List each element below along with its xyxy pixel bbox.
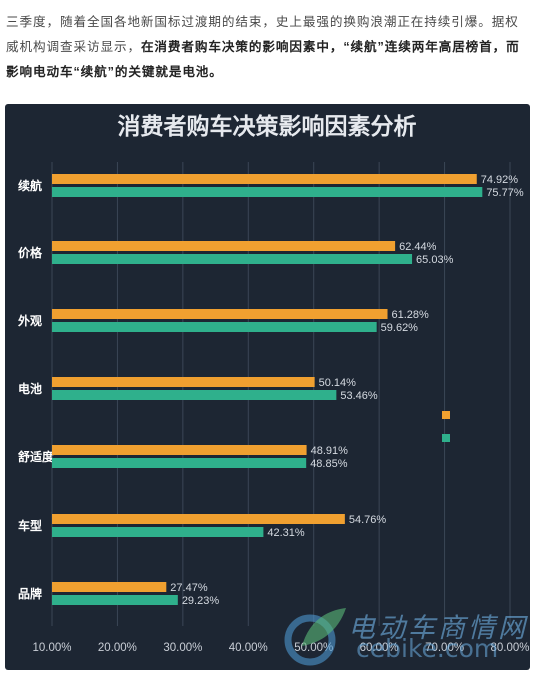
value-label: 50.14% (319, 377, 357, 389)
bar (52, 254, 413, 264)
bar (52, 322, 377, 332)
category-label: 品牌 (18, 586, 42, 601)
article-paragraph-intro: 三季度，随着全国各地新国标过渡期的结束，史上最强的换购浪潮正在持续引爆。据权威机… (6, 15, 519, 54)
value-label: 48.91% (311, 445, 349, 457)
value-label: 29.23% (182, 595, 220, 607)
value-label: 48.85% (310, 458, 348, 470)
value-label: 54.76% (349, 514, 387, 526)
x-tick-label: 30.00% (163, 642, 202, 654)
bar-chart: 消费者购车决策影响因素分析 10.00% 20.00% 30.00% 40.00% 50.… (17, 113, 530, 654)
legend-marker (442, 411, 450, 419)
category-label: 续航 (18, 178, 42, 193)
bar (52, 187, 483, 197)
article-text: 三季度，随着全国各地新国标过渡期的结束，史上最强的换购浪潮正在持续引爆。据权威机… (6, 10, 528, 85)
value-label: 74.92% (481, 174, 519, 186)
watermark-english: cebike.com (356, 634, 499, 663)
value-label: 75.77% (486, 187, 524, 199)
value-label: 65.03% (416, 254, 454, 266)
bar (52, 241, 396, 251)
x-tick-label: 20.00% (98, 642, 137, 654)
value-label: 27.47% (170, 582, 208, 594)
x-tick-label: 60.00% (360, 642, 399, 654)
x-tick-label: 10.00% (32, 642, 71, 654)
bar (52, 514, 345, 524)
x-tick-label: 70.00% (425, 642, 464, 654)
category-label: 舒适度 (17, 449, 55, 464)
bar (52, 309, 388, 319)
bar (52, 377, 315, 387)
category-label: 车型 (18, 518, 42, 533)
bar (52, 458, 307, 468)
bar (52, 174, 477, 184)
category-label: 价格 (18, 245, 43, 260)
bar (52, 582, 167, 592)
value-label: 59.62% (381, 322, 419, 334)
x-tick-label: 40.00% (229, 642, 268, 654)
legend-marker (442, 434, 450, 442)
bar (52, 445, 307, 455)
bar (52, 390, 337, 400)
chart-panel: 消费者购车决策影响因素分析 10.00% 20.00% 30.00% 40.00% 50.… (5, 104, 530, 670)
article-paragraph-highlight: 在消费者购车决策的影响因素中，“续航”连续两年高居榜首，而影响电动车“续航”的关… (6, 40, 520, 79)
category-label: 电池 (18, 381, 42, 396)
value-label: 62.44% (399, 241, 437, 253)
watermark: 电动车商情网 cebike.com (282, 604, 525, 666)
bar (52, 527, 264, 537)
leaf-logo-icon (284, 608, 346, 666)
watermark-chinese: 电动车商情网 (348, 613, 528, 644)
value-label: 42.31% (267, 527, 305, 539)
value-label: 53.46% (340, 390, 378, 402)
value-label: 61.28% (392, 309, 430, 321)
bar (52, 595, 178, 605)
x-tick-label: 80.00% (490, 642, 529, 654)
chart-title: 消费者购车决策影响因素分析 (118, 113, 417, 140)
category-label: 外观 (18, 313, 42, 328)
